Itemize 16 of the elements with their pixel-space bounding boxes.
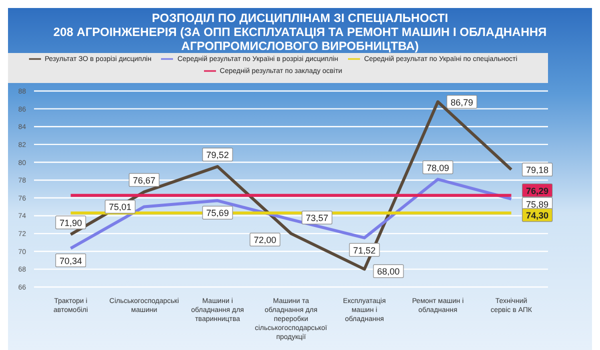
data-label: 75,01 bbox=[108, 202, 132, 212]
data-label: 74,30 bbox=[526, 210, 549, 221]
data-label: 70,34 bbox=[59, 256, 82, 266]
data-label: 76,29 bbox=[526, 186, 549, 196]
data-label: 79,52 bbox=[206, 150, 229, 160]
data-label: 71,90 bbox=[59, 218, 82, 228]
data-label: 72,00 bbox=[254, 235, 276, 246]
data-label: 79,18 bbox=[526, 165, 549, 176]
data-label: 75,89 bbox=[526, 199, 549, 210]
chart-title: РОЗПОДІЛ ПО ДИСЦИПЛІНАМ ЗІ СПЕЦІАЛЬНОСТІ 208 АГРОІНЖЕНЕРІЯ (ЗА ОПП ЕКСПЛУАТАЦІЯ ТА РЕМОНТ МАШИН І ОБЛАДНАННЯ АГРОПРОМИСЛОВОГО ВИРОБНИЦТВА) bbox=[52, 11, 548, 53]
data-label: 86,79 bbox=[450, 97, 474, 108]
data-label: 78,09 bbox=[426, 162, 450, 173]
data-label: 71,52 bbox=[353, 245, 376, 256]
data-label: 76,67 bbox=[132, 175, 156, 186]
data-label: 73,57 bbox=[306, 213, 328, 224]
data-label: 68,00 bbox=[377, 266, 400, 277]
